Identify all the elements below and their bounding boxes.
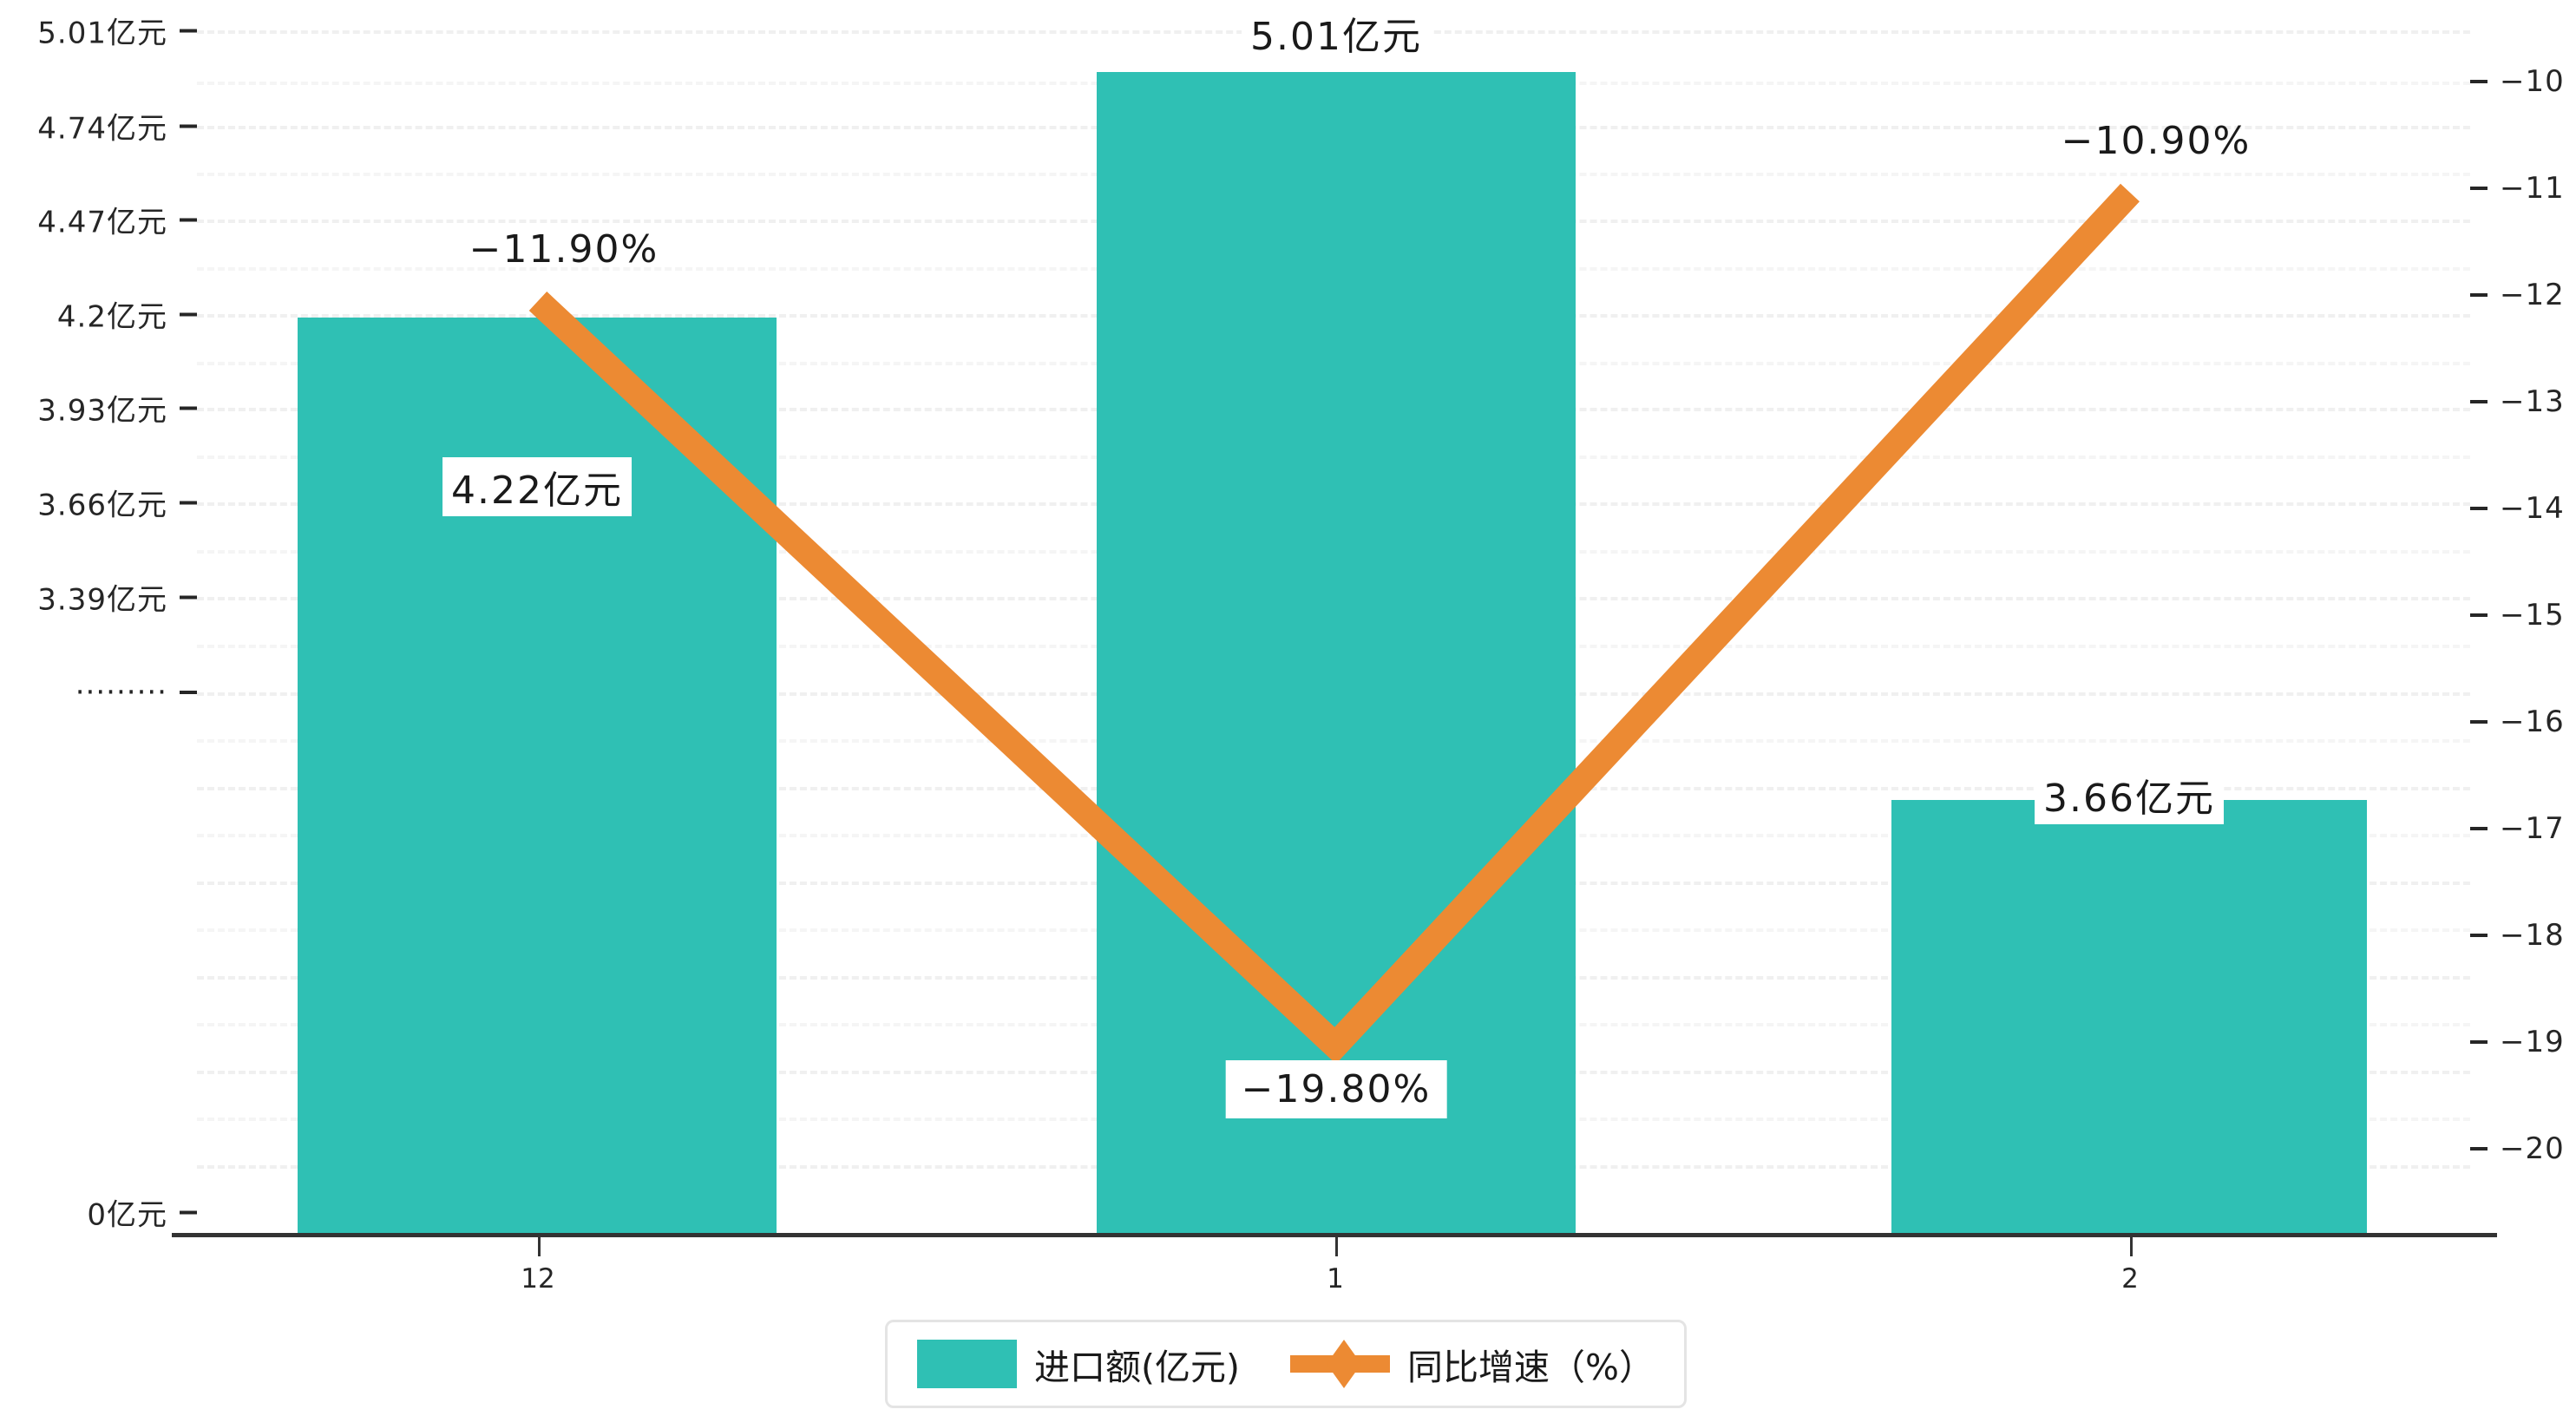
y-axis-right-tick: −20 — [2470, 1131, 2565, 1166]
y-axis-left-tick-mark — [180, 406, 197, 410]
y-axis-left-tick: 3.39亿元 — [37, 576, 197, 619]
legend-item-yoy-growth[interactable]: 同比增速（%） — [1290, 1338, 1655, 1390]
plot-area — [197, 21, 2470, 1234]
y-axis-right-tick-label: −13 — [2500, 384, 2565, 419]
y-axis-right-tick: −18 — [2470, 918, 2565, 953]
bar-1[interactable] — [1097, 72, 1576, 1233]
y-axis-left-tick: 4.47亿元 — [37, 199, 197, 241]
line-value-label: −10.90% — [2061, 119, 2252, 163]
y-axis-right-tick-label: −10 — [2500, 64, 2565, 99]
y-axis-right-tick-label: −17 — [2500, 811, 2565, 846]
chart-legend: 进口额(亿元) 同比增速（%） — [885, 1320, 1687, 1408]
y-axis-right: −10 −11 −12 −13 −14 −15 −16 −17 −18 −19 −20 — [2470, 0, 2576, 1255]
y-axis-left-tick: 0亿元 — [87, 1191, 197, 1234]
bar-value-label: 3.66亿元 — [2035, 765, 2224, 824]
y-axis-left-tick-label: 0亿元 — [87, 1197, 167, 1233]
x-axis-tick-mark — [2130, 1237, 2133, 1256]
x-axis-tick-mark — [1335, 1237, 1338, 1256]
y-axis-left-tick: 3.93亿元 — [37, 387, 197, 429]
y-axis-left-tick-mark — [180, 1210, 197, 1214]
y-axis-left-tick-label: 3.66亿元 — [37, 488, 167, 523]
y-axis-right-tick: −16 — [2470, 705, 2565, 739]
y-axis-right-tick: −17 — [2470, 811, 2565, 846]
y-axis-right-tick-mark — [2470, 400, 2488, 403]
y-axis-right-tick-mark — [2470, 187, 2488, 190]
y-axis-right-tick-label: −18 — [2500, 918, 2565, 953]
y-axis-right-tick: −15 — [2470, 598, 2565, 633]
y-axis-left-tick-mark — [180, 501, 197, 504]
y-axis-left-tick: 3.66亿元 — [37, 482, 197, 524]
y-axis-right-tick: −10 — [2470, 64, 2565, 99]
y-axis-left-tick-mark — [180, 595, 197, 599]
line-value-label: −19.80% — [1225, 1060, 1447, 1118]
y-axis-left-tick: ········· — [75, 675, 197, 710]
bar-value-label: 4.22亿元 — [442, 457, 632, 516]
y-axis-right-tick: −19 — [2470, 1025, 2565, 1059]
bar-2[interactable] — [1891, 800, 2367, 1233]
y-axis-right-tick-mark — [2470, 720, 2488, 724]
x-axis-line — [172, 1233, 2497, 1237]
y-axis-left-tick: 4.2亿元 — [57, 293, 197, 336]
y-axis-right-tick: −11 — [2470, 171, 2565, 206]
y-axis-left-tick-label: ········· — [75, 675, 167, 710]
legend-label-yoy-growth: 同比增速（%） — [1407, 1347, 1655, 1388]
y-axis-right-tick-mark — [2470, 293, 2488, 297]
y-axis-right-tick-label: −11 — [2500, 171, 2565, 206]
y-axis-right-tick: −14 — [2470, 491, 2565, 526]
y-axis-left: 5.01亿元 4.74亿元 4.47亿元 4.2亿元 3.93亿元 3.66亿元 3.39亿… — [0, 0, 197, 1255]
y-axis-right-tick-label: −20 — [2500, 1131, 2565, 1166]
y-axis-left-tick-mark — [180, 218, 197, 221]
y-axis-right-tick: −13 — [2470, 384, 2565, 419]
x-axis-tick-label-2: 2 — [2121, 1263, 2139, 1295]
y-axis-right-tick-mark — [2470, 827, 2488, 830]
y-axis-left-tick-label: 3.93亿元 — [37, 393, 167, 429]
line-diamond-swatch-icon — [1290, 1340, 1390, 1388]
legend-item-import-value[interactable]: 进口额(亿元) — [917, 1338, 1240, 1390]
y-axis-right-tick-mark — [2470, 80, 2488, 83]
x-axis-tick-label-1: 1 — [1327, 1263, 1344, 1295]
bar-value-label: 5.01亿元 — [1242, 3, 1431, 62]
y-axis-right-tick-label: −15 — [2500, 598, 2565, 633]
y-axis-right-tick-label: −19 — [2500, 1025, 2565, 1059]
line-value-label: −11.90% — [469, 227, 659, 272]
y-axis-right-tick-mark — [2470, 507, 2488, 510]
y-axis-left-tick: 4.74亿元 — [37, 105, 197, 148]
x-axis-tick-label-12: 12 — [521, 1263, 555, 1295]
x-axis-tick-mark — [538, 1237, 541, 1256]
y-axis-left-tick-label: 3.39亿元 — [37, 582, 167, 618]
y-axis-left-tick: 5.01亿元 — [37, 10, 197, 52]
y-axis-left-tick-label: 4.47亿元 — [37, 205, 167, 240]
y-axis-right-tick-mark — [2470, 1147, 2488, 1150]
y-axis-left-tick-mark — [180, 124, 197, 128]
bar-swatch-icon — [917, 1340, 1017, 1388]
y-axis-left-tick-label: 4.74亿元 — [37, 111, 167, 147]
y-axis-left-tick-mark — [180, 312, 197, 316]
y-axis-right-tick-label: −12 — [2500, 278, 2565, 312]
legend-label-import-value: 进口额(亿元) — [1034, 1347, 1240, 1388]
y-axis-right-tick-mark — [2470, 934, 2488, 937]
y-axis-right-tick-label: −14 — [2500, 491, 2565, 526]
y-axis-left-tick-label: 4.2亿元 — [56, 299, 167, 335]
y-axis-left-tick-mark — [180, 691, 197, 694]
y-axis-right-tick-label: −16 — [2500, 705, 2565, 739]
y-axis-left-tick-mark — [180, 29, 197, 32]
y-axis-left-tick-label: 5.01亿元 — [37, 16, 167, 51]
y-axis-right-tick-mark — [2470, 613, 2488, 617]
y-axis-right-tick-mark — [2470, 1040, 2488, 1044]
bar-12[interactable] — [298, 318, 777, 1233]
y-axis-right-tick: −12 — [2470, 278, 2565, 312]
